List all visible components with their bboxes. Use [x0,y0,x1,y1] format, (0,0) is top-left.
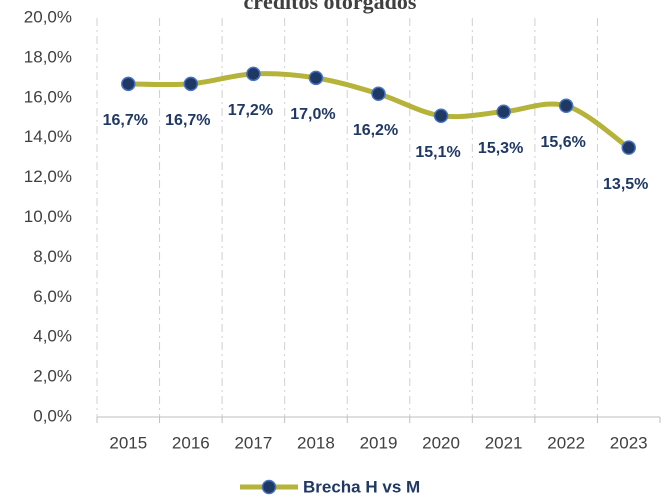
x-tick-label: 2021 [485,433,523,452]
marker [371,86,386,102]
data-label: 17,0% [290,106,335,123]
y-tick-label: 16,0% [24,87,72,106]
legend-label: Brecha H vs M [303,477,420,496]
legend-marker [261,479,277,495]
y-tick-label: 0,0% [33,406,72,425]
x-tick-label: 2019 [360,433,398,452]
marker [433,108,449,124]
marker [621,140,636,155]
data-label: 16,7% [165,112,210,129]
y-tick-label: 4,0% [33,327,72,346]
x-tick-label: 2023 [610,433,648,452]
data-label: 16,2% [353,122,398,139]
y-tick-label: 12,0% [24,167,72,186]
x-tick-label: 2015 [109,433,147,452]
y-tick-label: 6,0% [33,287,72,306]
marker [558,98,574,114]
y-tick-label: 20,0% [24,7,72,26]
data-label: 15,1% [415,144,460,161]
marker [121,76,136,92]
data-label: 13,5% [603,176,648,193]
marker [246,66,261,82]
marker [496,104,511,120]
data-label: 16,7% [103,112,148,129]
x-tick-label: 2020 [422,433,460,452]
data-label: 17,2% [228,102,273,119]
y-tick-label: 8,0% [33,247,72,266]
x-tick-label: 2022 [547,433,585,452]
y-tick-label: 2,0% [33,367,72,386]
y-tick-label: 14,0% [24,127,72,146]
x-tick-label: 2016 [172,433,210,452]
chart-title: créditos otorgados [244,0,417,14]
x-tick-label: 2018 [297,433,335,452]
y-tick-label: 18,0% [24,47,72,66]
marker [183,76,199,92]
x-tick-label: 2017 [234,433,272,452]
marker [308,70,324,86]
y-tick-label: 10,0% [24,207,72,226]
data-label: 15,6% [540,134,585,151]
data-label: 15,3% [478,140,523,157]
